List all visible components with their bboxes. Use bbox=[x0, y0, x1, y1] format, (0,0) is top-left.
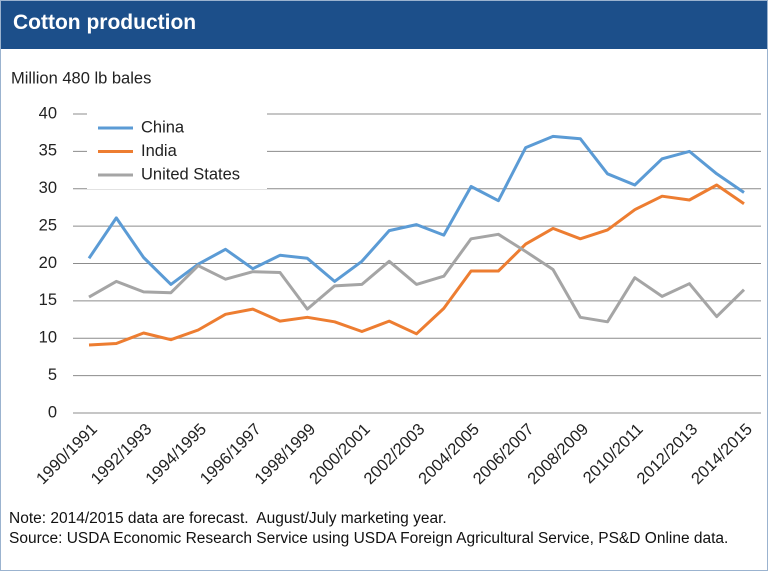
legend: China India United States bbox=[87, 113, 267, 189]
y-tick-label: 20 bbox=[39, 254, 57, 272]
series-line bbox=[88, 232, 746, 324]
note: Source: USDA Economic Research Service u… bbox=[9, 529, 729, 547]
y-tick-label: 5 bbox=[48, 366, 57, 384]
y-tick-label: 30 bbox=[39, 179, 57, 197]
y-tick-label: 25 bbox=[39, 216, 57, 234]
chart: Million 480 lb bales05101520253035401990… bbox=[11, 69, 761, 488]
legend-label: United States bbox=[141, 165, 240, 183]
y-tick-label: 10 bbox=[39, 329, 57, 347]
legend-label: China bbox=[141, 118, 185, 136]
notes: Note: 2014/2015 data are forecast. Augus… bbox=[9, 509, 739, 548]
note: Note: 2014/2015 data are forecast. Augus… bbox=[9, 510, 447, 527]
y-axis-label: Million 480 lb bales bbox=[11, 69, 151, 87]
y-tick-label: 0 bbox=[48, 403, 57, 421]
y-tick-label: 40 bbox=[39, 104, 57, 122]
legend-label: India bbox=[141, 142, 178, 160]
chart-title: Cotton production bbox=[1, 1, 767, 49]
y-tick-label: 15 bbox=[39, 291, 57, 309]
series-line bbox=[88, 183, 745, 347]
y-tick-label: 35 bbox=[39, 142, 57, 160]
